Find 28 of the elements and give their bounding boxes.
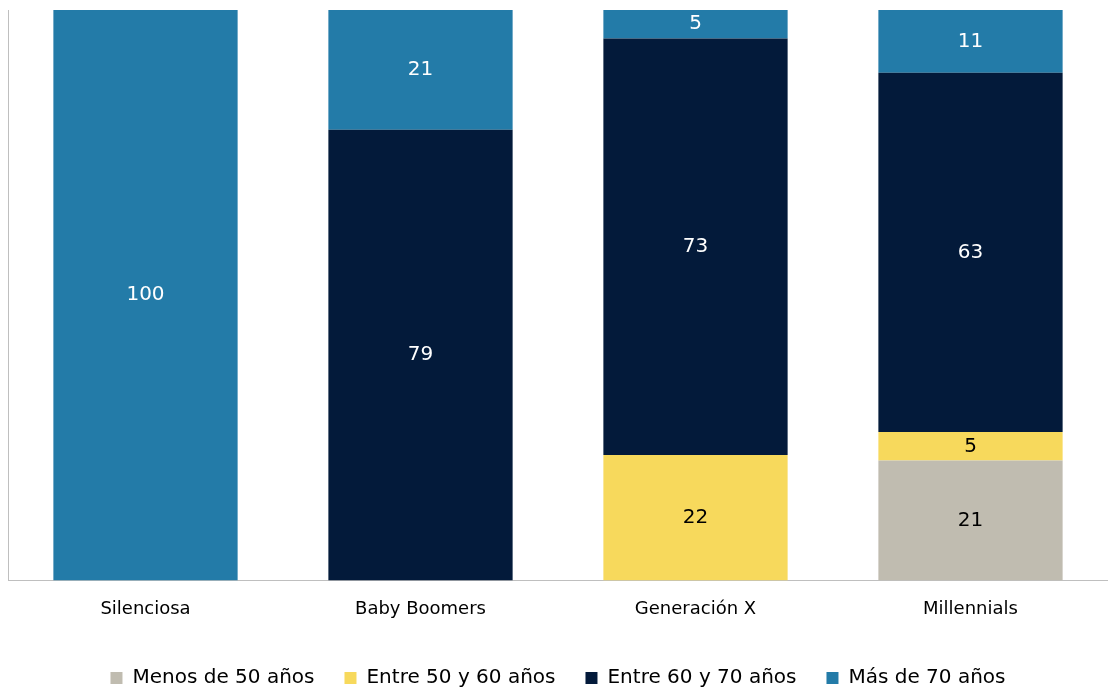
bar <box>878 10 1063 73</box>
data-label: 5 <box>964 432 977 457</box>
bar <box>878 72 1063 433</box>
bar <box>878 432 1063 461</box>
data-label: 22 <box>682 503 709 528</box>
data-label: 5 <box>689 10 702 35</box>
data-label: 11 <box>957 27 984 52</box>
bar <box>603 10 788 39</box>
x-tick-label: Silenciosa <box>100 596 191 618</box>
legend-label: Entre 60 y 70 años <box>607 664 797 689</box>
data-label: 79 <box>407 341 434 366</box>
bar <box>328 129 513 581</box>
data-label: 21 <box>407 56 434 81</box>
data-label: 73 <box>682 232 709 257</box>
bar <box>878 460 1063 581</box>
bar <box>53 10 238 581</box>
bar <box>603 38 788 455</box>
x-tick-label: Millennials <box>923 596 1018 618</box>
legend-label: Entre 50 y 60 años <box>366 664 556 689</box>
data-label: 63 <box>957 238 984 263</box>
bar <box>603 454 788 581</box>
data-label: 100 <box>126 281 165 306</box>
bar <box>328 10 513 130</box>
legend-label: Más de 70 años <box>848 664 1006 689</box>
legend-label: Menos de 50 años <box>132 664 315 689</box>
x-tick-label: Generación X <box>634 596 757 618</box>
x-tick-label: Baby Boomers <box>355 596 486 618</box>
data-label: 21 <box>957 506 984 531</box>
